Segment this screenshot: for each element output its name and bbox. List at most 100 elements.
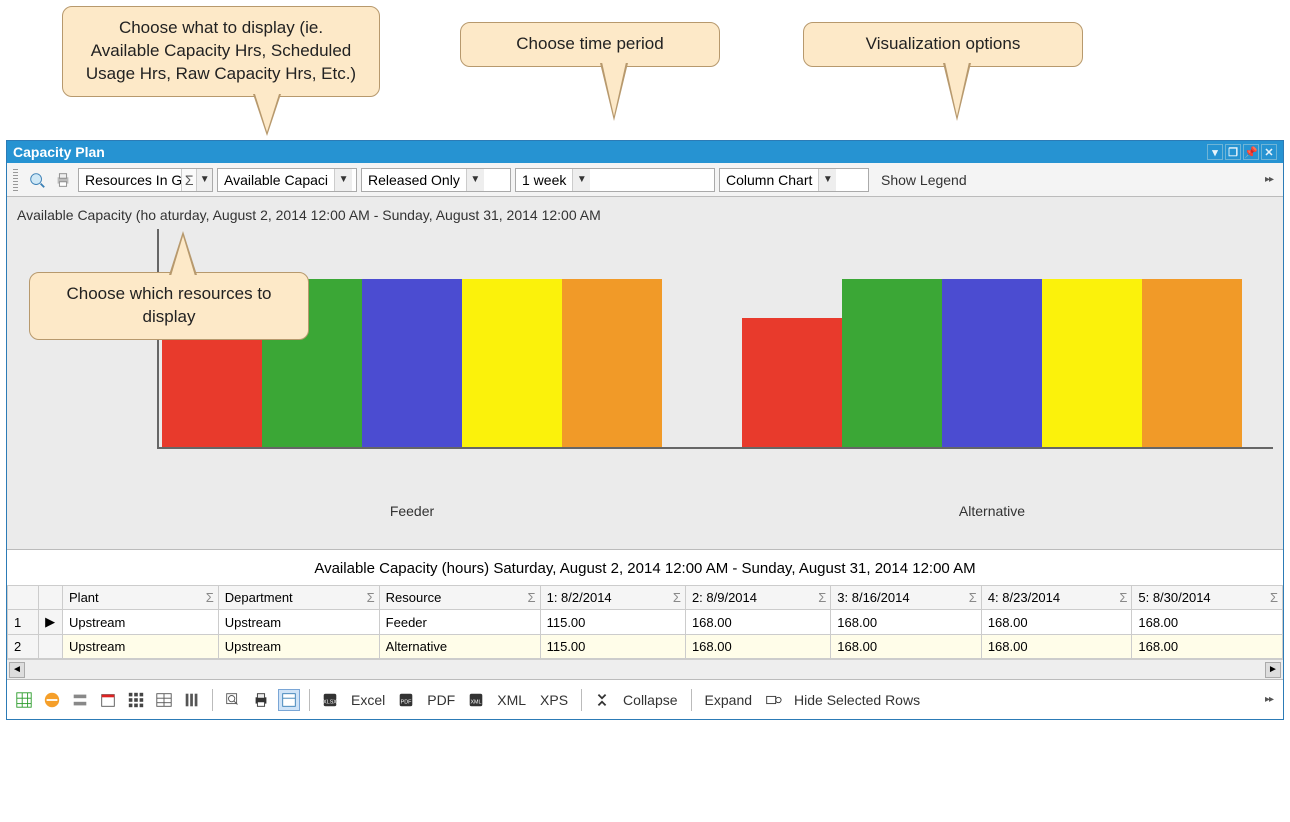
bottom-toolbar: XLSX Excel PDF PDF XML XML XPS Collapse … bbox=[7, 679, 1283, 719]
close-icon[interactable]: ✕ bbox=[1261, 144, 1277, 160]
chevron-down-icon[interactable]: ▼ bbox=[334, 169, 352, 191]
chart-group-label: Feeder bbox=[162, 503, 662, 519]
dropdown-icon[interactable]: ▾ bbox=[1207, 144, 1223, 160]
row-number: 2 bbox=[8, 635, 39, 659]
scroll-right-icon[interactable]: ► bbox=[1265, 662, 1281, 678]
bottom-overflow-icon[interactable]: ▸▸ bbox=[1265, 694, 1277, 705]
matrix-icon[interactable] bbox=[125, 689, 147, 711]
sigma-icon[interactable]: Σ bbox=[1119, 590, 1127, 605]
column-chart: FeederAlternative bbox=[17, 229, 1273, 469]
table-title: Available Capacity (hours) Saturday, Aug… bbox=[7, 550, 1283, 585]
printer-icon[interactable] bbox=[250, 689, 272, 711]
callout-time-period: Choose time period bbox=[460, 22, 720, 67]
sigma-icon[interactable]: Σ bbox=[1270, 590, 1278, 605]
period-select[interactable]: 1 week ▼ bbox=[515, 168, 715, 192]
sigma-icon[interactable]: Σ bbox=[673, 590, 681, 605]
sigma-icon[interactable]: Σ bbox=[206, 590, 214, 605]
xlsx-icon[interactable]: XLSX bbox=[319, 689, 341, 711]
sigma-icon[interactable]: Σ bbox=[181, 169, 197, 191]
xps-button[interactable]: XPS bbox=[536, 692, 572, 708]
chart-panel: Available Capacity (ho aturday, August 2… bbox=[7, 197, 1283, 550]
column-header[interactable]: 4: 8/23/2014Σ bbox=[981, 586, 1132, 610]
pin-icon[interactable]: 📌 bbox=[1243, 144, 1259, 160]
zoom-icon[interactable] bbox=[222, 689, 244, 711]
toolbar-overflow-icon[interactable]: ▸▸ bbox=[1265, 174, 1277, 185]
chart-bars bbox=[162, 279, 1273, 447]
column-header[interactable]: ResourceΣ bbox=[379, 586, 540, 610]
callout-display-metric: Choose what to display (ie. Available Ca… bbox=[62, 6, 380, 97]
viz-value: Column Chart bbox=[720, 172, 818, 188]
chevron-down-icon[interactable]: ▼ bbox=[466, 169, 484, 191]
table-cell: 168.00 bbox=[831, 610, 982, 635]
row-marker-icon bbox=[39, 635, 63, 659]
export-highlighted-icon[interactable] bbox=[278, 689, 300, 711]
chart-group bbox=[742, 279, 1242, 447]
restore-icon[interactable]: ❐ bbox=[1225, 144, 1241, 160]
excel-button[interactable]: Excel bbox=[347, 692, 389, 708]
column-header[interactable]: 5: 8/30/2014Σ bbox=[1132, 586, 1283, 610]
chart-group-label: Alternative bbox=[742, 503, 1242, 519]
chart-group-labels: Feeder Alternative bbox=[162, 503, 1273, 519]
grid-green-icon[interactable] bbox=[13, 689, 35, 711]
chevron-down-icon[interactable]: ▼ bbox=[196, 169, 212, 191]
circle-orange-icon[interactable] bbox=[41, 689, 63, 711]
table-cell: 168.00 bbox=[981, 610, 1132, 635]
pdf-icon[interactable]: PDF bbox=[395, 689, 417, 711]
column-header[interactable]: DepartmentΣ bbox=[218, 586, 379, 610]
table-cell: Upstream bbox=[218, 610, 379, 635]
callout-text: Choose what to display (ie. Available Ca… bbox=[86, 18, 356, 83]
chevron-down-icon[interactable]: ▼ bbox=[818, 169, 836, 191]
filter-value: Released Only bbox=[362, 172, 466, 188]
table-header-row: PlantΣDepartmentΣResourceΣ1: 8/2/2014Σ2:… bbox=[8, 586, 1283, 610]
columns-icon[interactable] bbox=[181, 689, 203, 711]
sigma-icon[interactable]: Σ bbox=[367, 590, 375, 605]
column-header[interactable]: PlantΣ bbox=[63, 586, 219, 610]
collapse-icon[interactable] bbox=[591, 689, 613, 711]
callout-text: Choose time period bbox=[516, 34, 663, 53]
xml-button[interactable]: XML bbox=[493, 692, 530, 708]
hide-rows-button[interactable]: Hide Selected Rows bbox=[790, 692, 924, 708]
window-title: Capacity Plan bbox=[13, 144, 105, 160]
top-toolbar: Resources In Ga Σ ▼ Available Capaci ▼ R… bbox=[7, 163, 1283, 197]
sigma-icon[interactable]: Σ bbox=[818, 590, 826, 605]
table-row[interactable]: 1▶UpstreamUpstreamFeeder115.00168.00168.… bbox=[8, 610, 1283, 635]
sigma-icon[interactable]: Σ bbox=[969, 590, 977, 605]
chevron-down-icon[interactable]: ▼ bbox=[572, 169, 590, 191]
column-header[interactable]: 1: 8/2/2014Σ bbox=[540, 586, 685, 610]
hide-rows-icon[interactable] bbox=[762, 689, 784, 711]
callout-viz-options: Visualization options bbox=[803, 22, 1083, 67]
collapse-button[interactable]: Collapse bbox=[619, 692, 681, 708]
preview-icon[interactable] bbox=[26, 169, 48, 191]
chart-bar bbox=[842, 279, 942, 447]
print-icon[interactable] bbox=[52, 169, 74, 191]
column-header[interactable]: 3: 8/16/2014Σ bbox=[831, 586, 982, 610]
table-row[interactable]: 2UpstreamUpstreamAlternative115.00168.00… bbox=[8, 635, 1283, 659]
resource-scope-select[interactable]: Resources In Ga Σ ▼ bbox=[78, 168, 213, 192]
table-cell: 115.00 bbox=[540, 635, 685, 659]
filter-select[interactable]: Released Only ▼ bbox=[361, 168, 511, 192]
column-header[interactable]: 2: 8/9/2014Σ bbox=[685, 586, 830, 610]
table-cell: Upstream bbox=[63, 635, 219, 659]
table-cell: Upstream bbox=[63, 610, 219, 635]
chart-bar bbox=[562, 279, 662, 447]
table-cell: Upstream bbox=[218, 635, 379, 659]
chart-bar bbox=[942, 279, 1042, 447]
toolbar-grip bbox=[13, 169, 18, 191]
calendar-icon[interactable] bbox=[97, 689, 119, 711]
pdf-button[interactable]: PDF bbox=[423, 692, 459, 708]
show-legend-button[interactable]: Show Legend bbox=[873, 172, 975, 188]
expand-button[interactable]: Expand bbox=[701, 692, 756, 708]
scroll-left-icon[interactable]: ◄ bbox=[9, 662, 25, 678]
metric-select[interactable]: Available Capaci ▼ bbox=[217, 168, 357, 192]
table-panel: Available Capacity (hours) Saturday, Aug… bbox=[7, 550, 1283, 679]
sigma-icon[interactable]: Σ bbox=[528, 590, 536, 605]
table-cell: 168.00 bbox=[981, 635, 1132, 659]
xml-icon[interactable]: XML bbox=[465, 689, 487, 711]
period-value: 1 week bbox=[516, 172, 572, 188]
table-cell: 168.00 bbox=[831, 635, 982, 659]
viz-select[interactable]: Column Chart ▼ bbox=[719, 168, 869, 192]
table-icon[interactable] bbox=[153, 689, 175, 711]
title-bar-buttons: ▾ ❐ 📌 ✕ bbox=[1207, 144, 1277, 160]
horizontal-scrollbar[interactable]: ◄ ► bbox=[7, 659, 1283, 679]
rows-icon[interactable] bbox=[69, 689, 91, 711]
